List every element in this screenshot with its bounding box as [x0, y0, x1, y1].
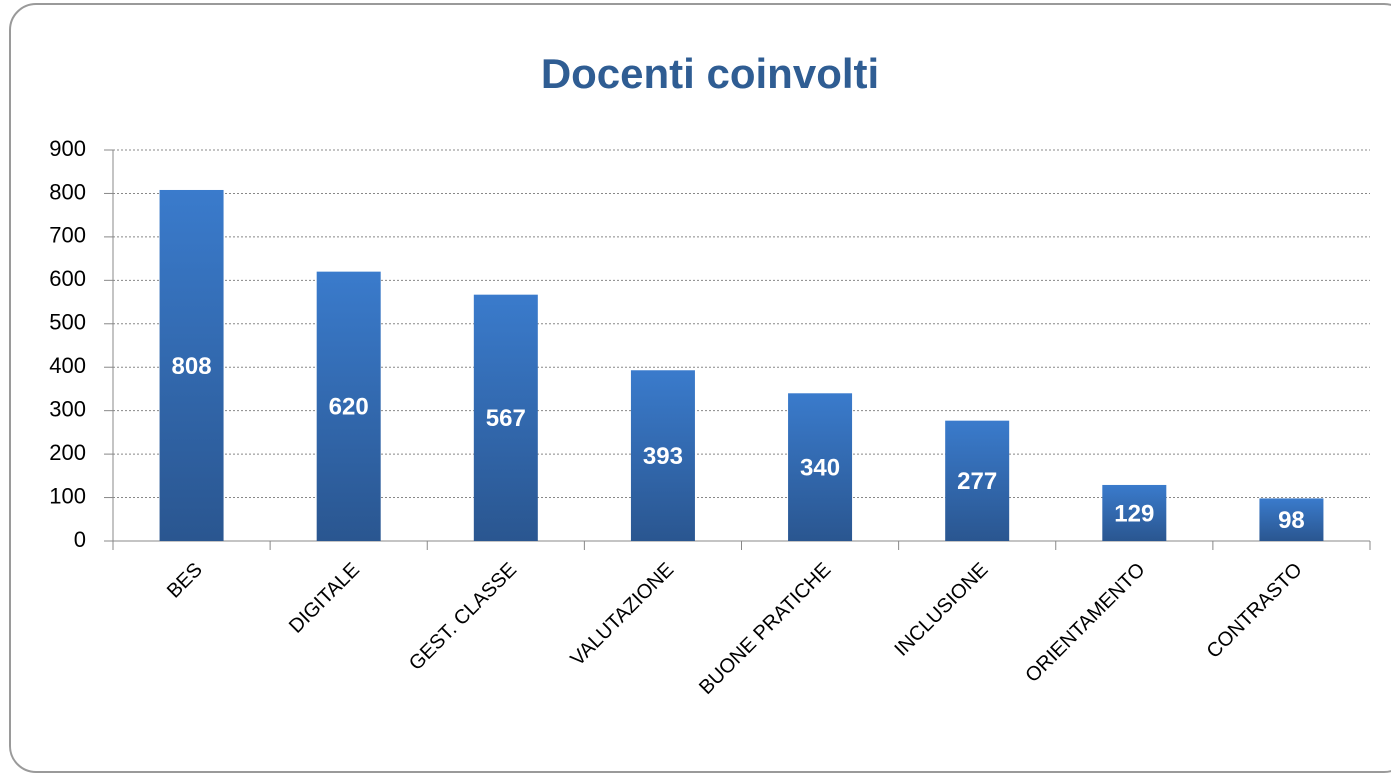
- y-tick-label: 500: [49, 310, 86, 335]
- y-tick-label: 800: [49, 179, 86, 204]
- bar: [788, 393, 853, 541]
- y-tick-label: 0: [74, 527, 86, 552]
- bar: [1102, 484, 1167, 541]
- bar: [1259, 498, 1324, 541]
- value-label: 340: [800, 454, 840, 481]
- y-tick-label: 200: [49, 440, 86, 465]
- y-tick-label: 700: [49, 223, 86, 248]
- y-tick-label: 900: [49, 136, 86, 161]
- y-tick-label: 300: [49, 396, 86, 421]
- bar: [159, 189, 224, 542]
- y-tick-label: 100: [49, 483, 86, 508]
- bar: [945, 420, 1010, 541]
- value-label: 277: [957, 468, 997, 495]
- bar: [316, 271, 381, 541]
- chart-title: Docenti coinvolti: [541, 50, 879, 97]
- value-label: 98: [1278, 507, 1305, 534]
- y-tick-label: 600: [49, 266, 86, 291]
- value-label: 567: [486, 405, 526, 432]
- value-label: 393: [643, 443, 683, 470]
- value-label: 808: [172, 353, 212, 380]
- bar: [473, 294, 538, 541]
- bar: [630, 370, 695, 541]
- value-label: 620: [329, 394, 369, 421]
- y-tick-label: 400: [49, 353, 86, 378]
- value-label: 129: [1114, 500, 1154, 527]
- chart-frame: [9, 3, 1391, 773]
